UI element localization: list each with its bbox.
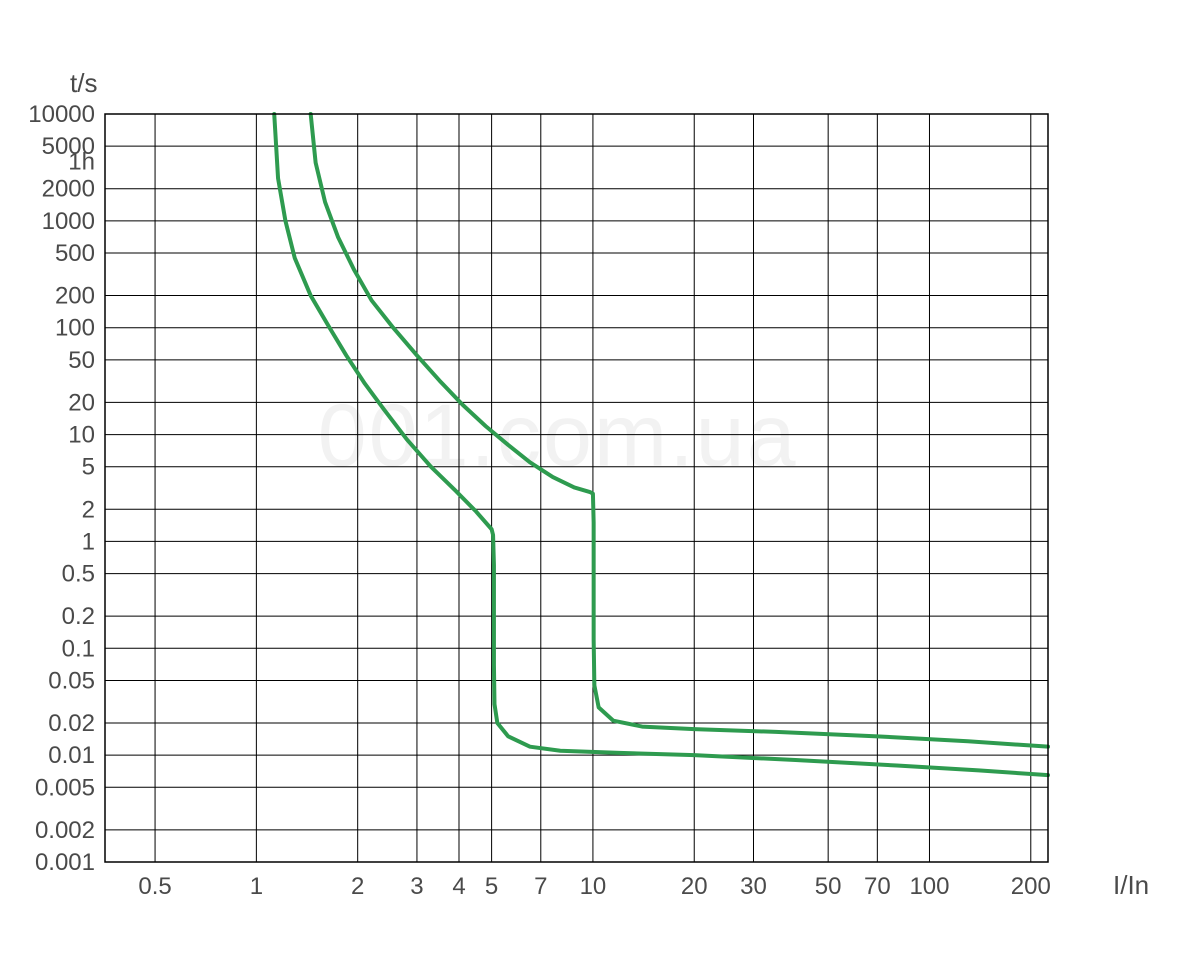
y-tick-label: 100	[55, 315, 95, 342]
x-tick-label: 3	[410, 873, 423, 900]
y-tick-label: 5	[82, 454, 95, 481]
x-tick-label: 4	[452, 873, 465, 900]
y-tick-label: 0.002	[35, 817, 95, 844]
x-tick-label: 0.5	[138, 873, 171, 900]
y-tick-label: 0.001	[35, 849, 95, 876]
y-tick-label: 2000	[42, 176, 95, 203]
y-tick-label: 0.2	[62, 603, 95, 630]
x-tick-label: 30	[740, 873, 767, 900]
x-tick-label: 50	[815, 873, 842, 900]
x-tick-label: 7	[534, 873, 547, 900]
y-tick-label: 10000	[28, 101, 95, 128]
y-tick-label-1h: 1h	[68, 148, 95, 175]
x-tick-label: 10	[580, 873, 607, 900]
x-axis-label: I/In	[1113, 870, 1149, 900]
y-tick-label: 0.005	[35, 774, 95, 801]
y-axis-label: t/s	[70, 68, 97, 98]
y-tick-label: 0.01	[48, 742, 95, 769]
y-tick-label: 1000	[42, 208, 95, 235]
y-tick-label: 20	[68, 389, 95, 416]
x-tick-label: 200	[1011, 873, 1051, 900]
y-tick-label: 2	[82, 496, 95, 523]
x-tick-label: 100	[909, 873, 949, 900]
y-tick-label: 1	[82, 528, 95, 555]
y-tick-label: 0.5	[62, 561, 95, 588]
y-tick-label: 50	[68, 347, 95, 374]
y-tick-label: 0.1	[62, 635, 95, 662]
x-tick-label: 2	[351, 873, 364, 900]
y-tick-label: 0.02	[48, 710, 95, 737]
y-tick-label: 200	[55, 283, 95, 310]
x-tick-label: 1	[250, 873, 263, 900]
trip-curve-chart: 001.com.ua 0.512345710203050701002000.00…	[0, 0, 1200, 960]
y-tick-label: 0.05	[48, 667, 95, 694]
x-tick-label: 20	[681, 873, 708, 900]
y-tick-label: 500	[55, 240, 95, 267]
y-tick-label: 10	[68, 422, 95, 449]
x-tick-label: 5	[485, 873, 498, 900]
x-tick-label: 70	[864, 873, 891, 900]
